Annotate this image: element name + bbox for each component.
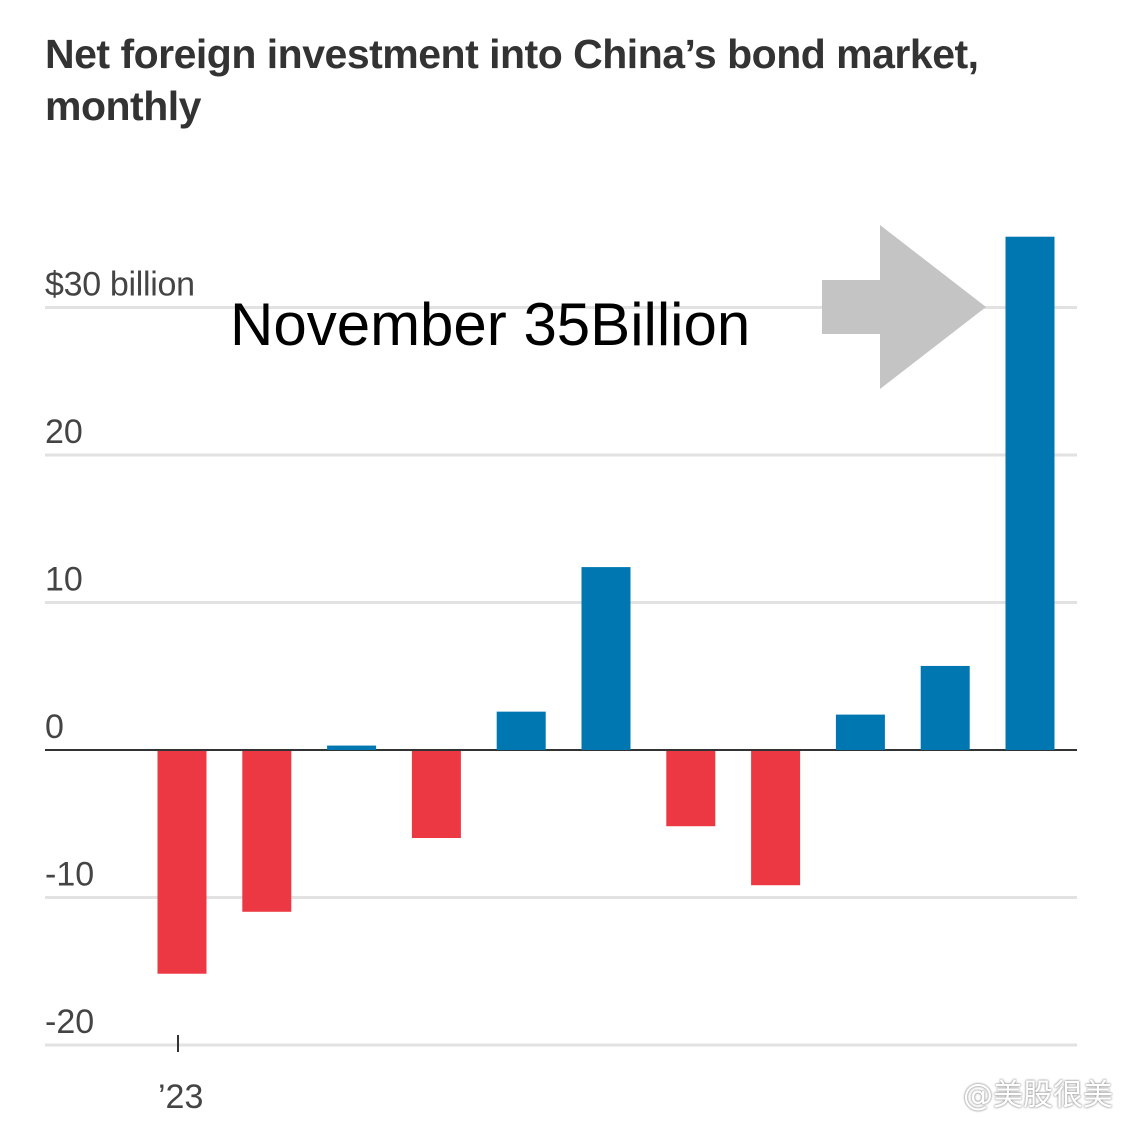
y-tick-label: -10 <box>45 856 94 894</box>
bar-jul-2023 <box>666 751 716 827</box>
watermark: @美股很美 <box>963 1078 1113 1113</box>
bar-mar-2023 <box>327 745 377 750</box>
bar-nov-2023 <box>1005 236 1055 750</box>
bar-feb-2023 <box>242 751 292 912</box>
y-tick-label: 0 <box>45 708 64 746</box>
x-tick-label: ’23 <box>158 1078 203 1116</box>
bar-oct-2023 <box>920 665 970 750</box>
bar-jun-2023 <box>581 567 631 750</box>
annotation-label: November 35Billion <box>230 291 750 358</box>
chart-title: Net foreign investment into China’s bond… <box>45 31 979 129</box>
bar-sep-2023 <box>835 714 885 750</box>
bar-apr-2023 <box>411 751 461 839</box>
y-tick-label: 20 <box>45 413 83 451</box>
bar-jan-2023 <box>157 751 207 974</box>
y-tick-label: -20 <box>45 1003 94 1041</box>
bar-may-2023 <box>496 711 546 750</box>
arrow-icon <box>822 225 986 389</box>
y-tick-label: 10 <box>45 561 83 599</box>
y-tick-label: $30 billion <box>45 266 195 304</box>
bar-aug-2023 <box>751 751 801 886</box>
